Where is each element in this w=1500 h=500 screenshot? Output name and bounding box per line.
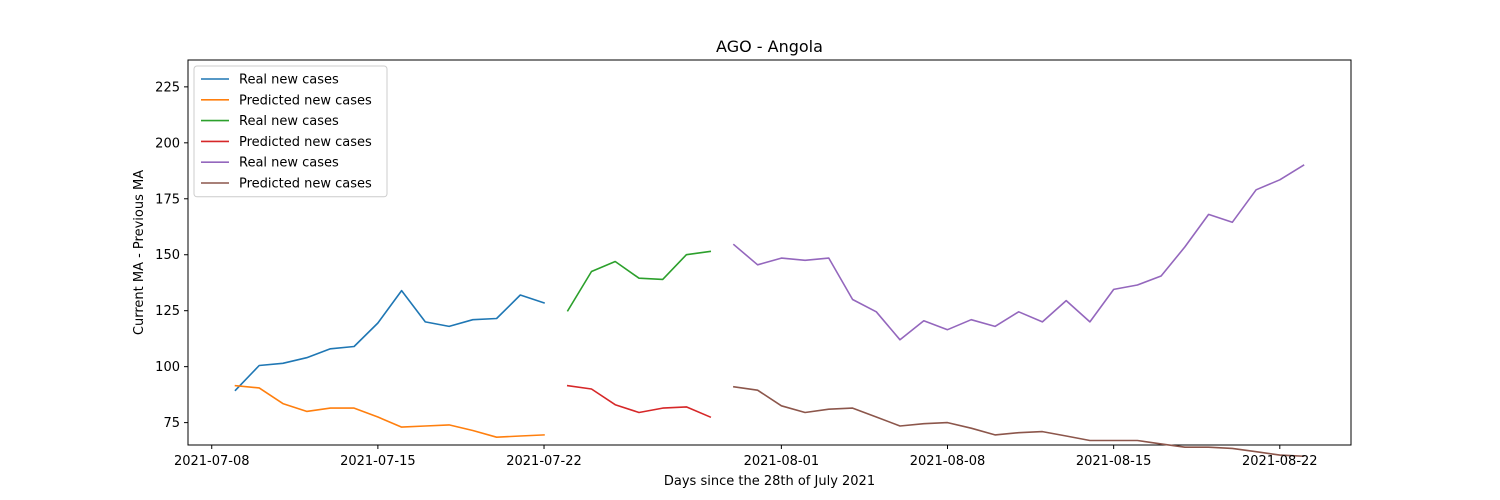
y-tick-label: 150 [155,248,180,263]
series-line-6 [732,385,1305,458]
y-tick-label: 200 [155,136,180,151]
legend-label: Predicted new cases [239,135,372,150]
plot-area-frame [187,59,1352,446]
series-line-5 [732,164,1305,341]
chart-title: AGO - Angola [716,37,823,56]
series-layer [234,164,1305,458]
x-axis-label: Days since the 28th of July 2021 [664,474,875,489]
y-tick-label: 125 [155,304,180,319]
x-tick-label: 2021-08-15 [1076,454,1152,469]
x-tick-label: 2021-08-01 [744,454,820,469]
x-tick-label: 2021-07-22 [506,454,582,469]
legend-label: Predicted new cases [239,93,372,108]
y-tick-label: 100 [155,360,180,375]
y-axis-ticks: 75 100 125 150 175 200 225 [155,80,188,431]
x-axis-ticks: 2021-07-08 2021-07-15 2021-07-22 2021-08-01… [174,445,1318,469]
x-tick-label: 2021-07-08 [174,454,250,469]
x-tick-label: 2021-07-15 [340,454,416,469]
x-tick-label: 2021-08-08 [910,454,986,469]
y-axis-label: Current MA - Previous MA [132,170,147,335]
legend-label: Real new cases [239,114,339,129]
legend-label: Real new cases [239,73,339,88]
series-line-4 [566,384,712,419]
series-line-2 [234,384,545,439]
legend-label: Real new cases [239,156,339,171]
legend-label: Predicted new cases [239,177,372,192]
legend: Real new cases Predicted new cases Real ne… [193,65,388,198]
y-tick-label: 225 [155,80,180,95]
y-tick-label: 75 [163,416,180,431]
series-line-3 [566,250,712,312]
legend-box [193,65,388,198]
y-tick-label: 175 [155,192,180,207]
series-line-1 [234,289,546,392]
x-tick-label: 2021-08-22 [1242,454,1318,469]
